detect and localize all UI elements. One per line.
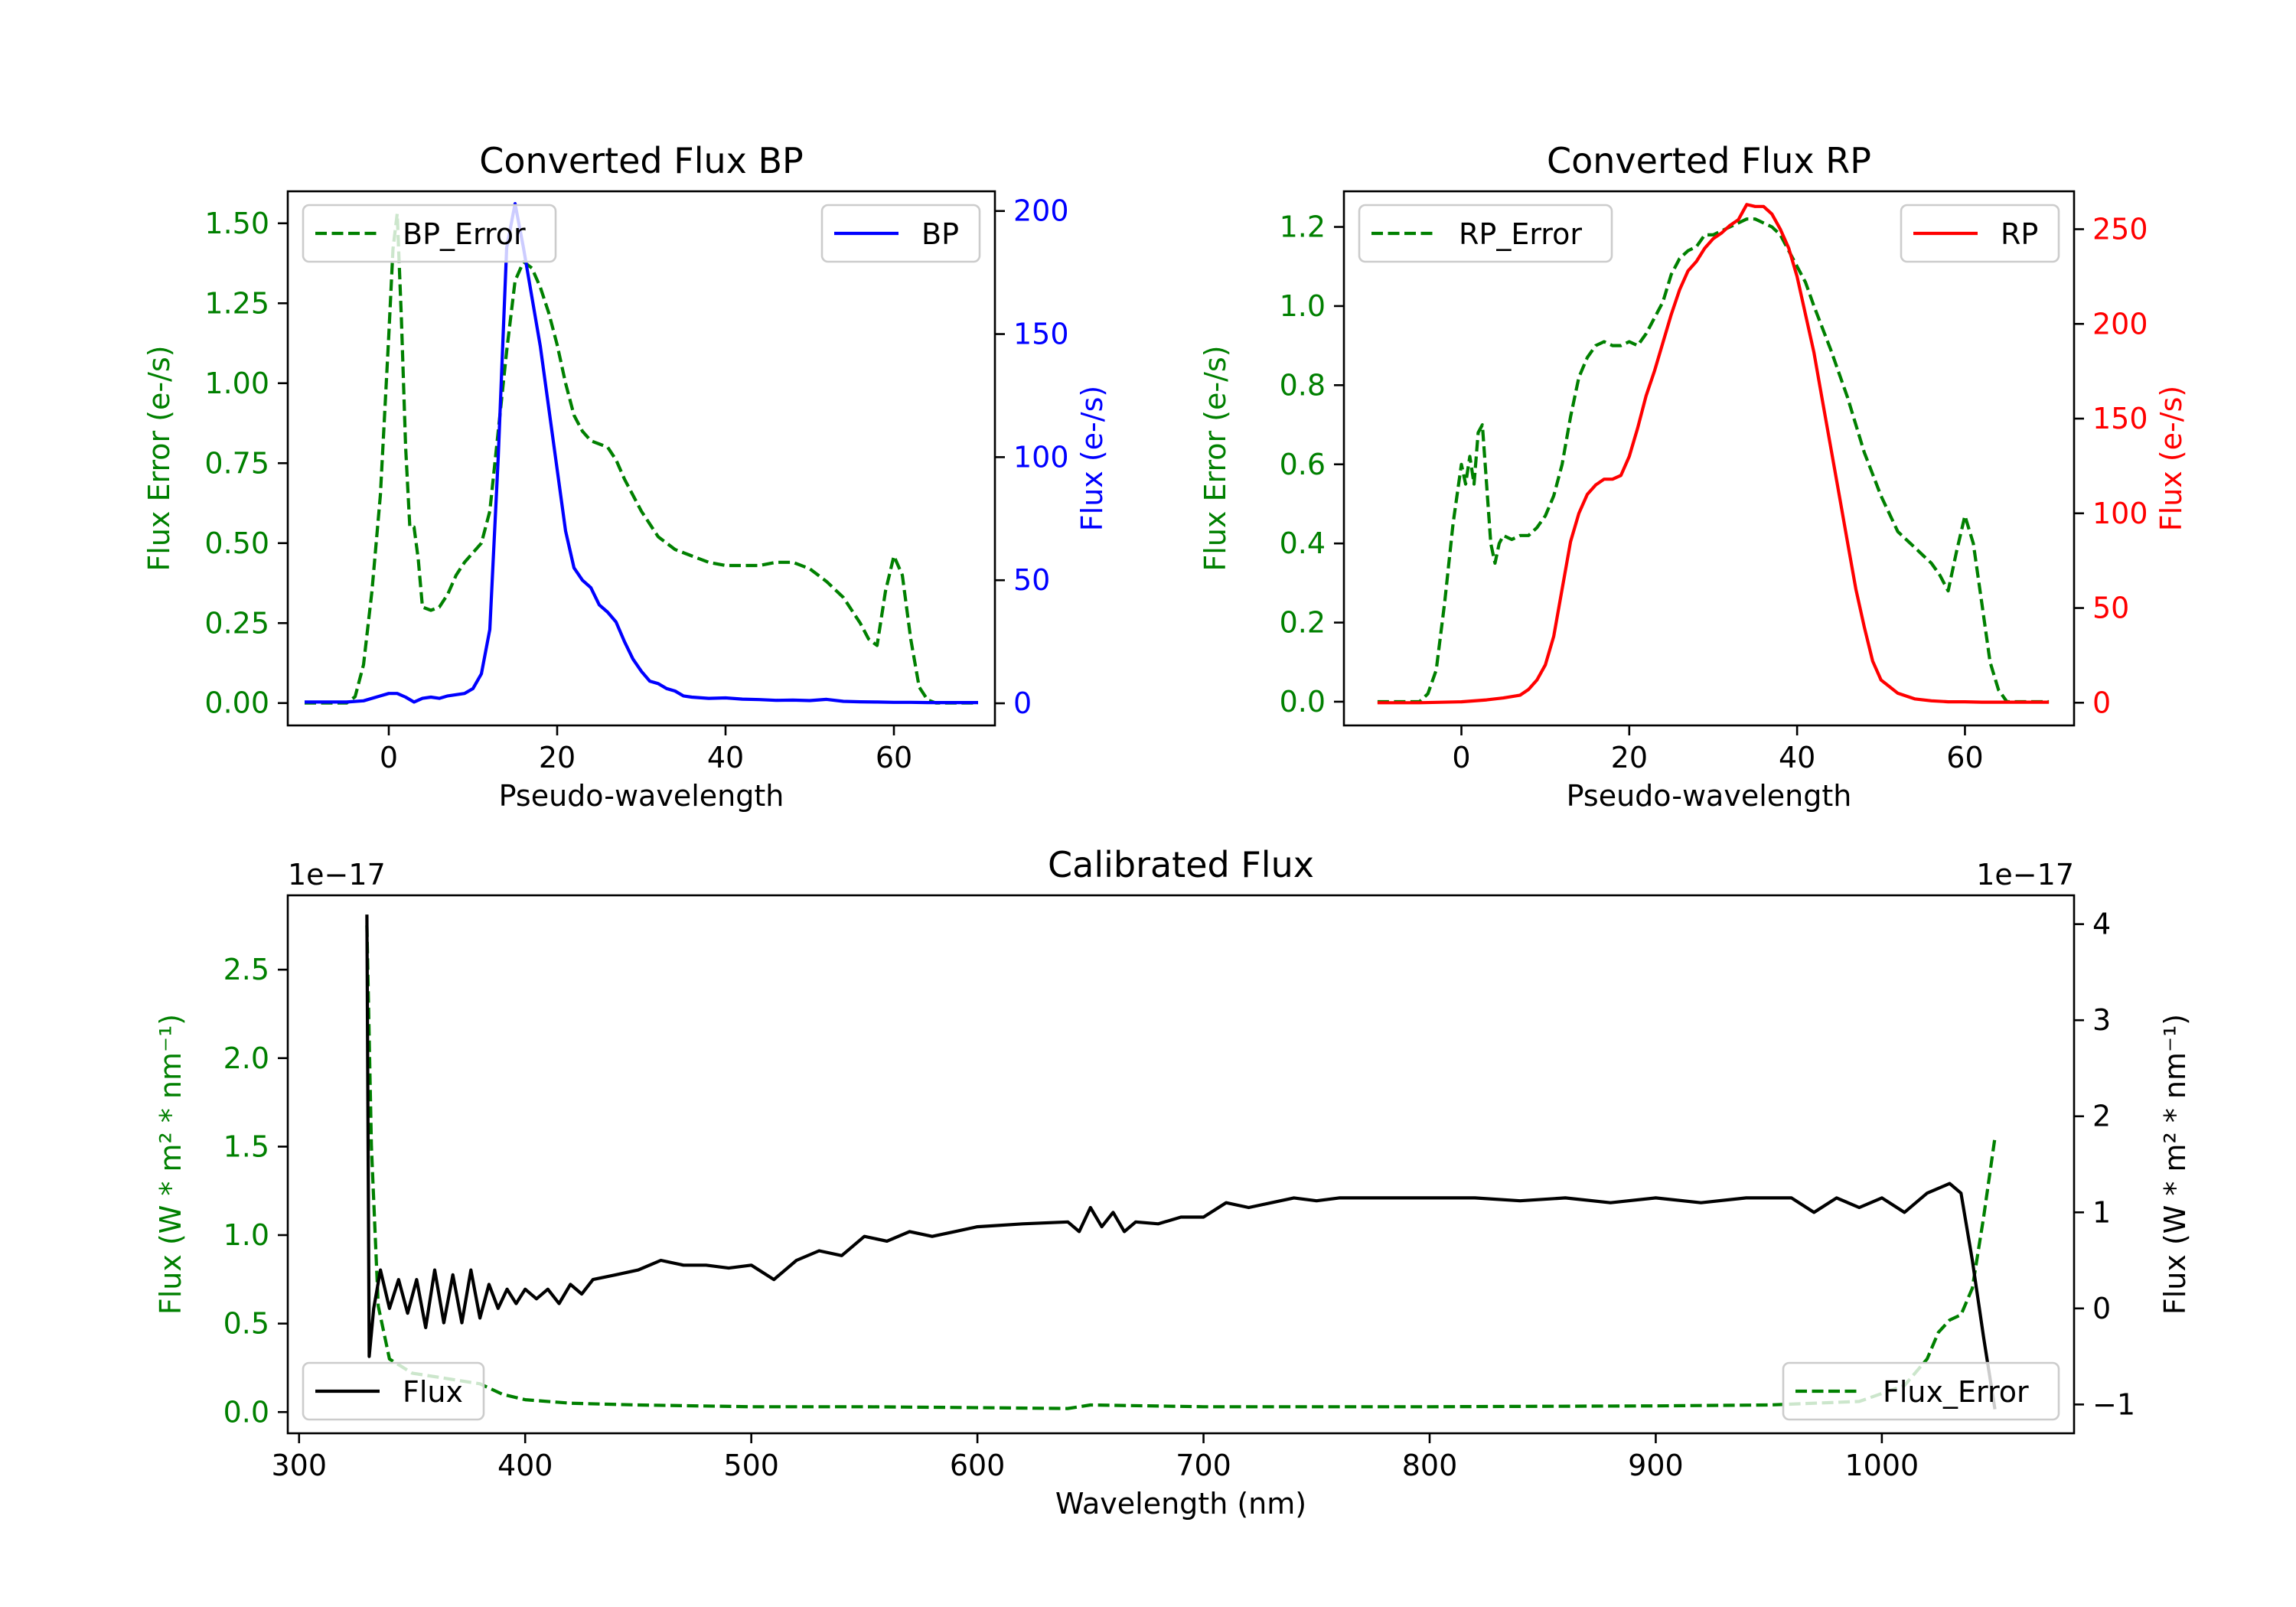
rp-y-left-label: Flux Error (e-/s) — [1199, 345, 1232, 571]
cal-y-left-tick-label: 2.5 — [223, 953, 269, 986]
cal-offset-right: 1e−17 — [1976, 858, 2074, 892]
rp-x-tick-label: 60 — [1946, 741, 1983, 774]
legend-label: BP — [921, 217, 959, 251]
bp-x-tick-label: 20 — [539, 741, 576, 774]
rp-y-left-tick-label: 0.0 — [1280, 685, 1326, 719]
cal-y-left-tick-label: 0.5 — [223, 1307, 269, 1341]
cal-y-right-tick-label: 0 — [2092, 1292, 2111, 1325]
bp-y-left-label: Flux Error (e-/s) — [142, 345, 176, 571]
bp-y-left-tick-label: 0.75 — [204, 446, 269, 480]
rp-y-right-label: Flux (e-/s) — [2154, 386, 2188, 531]
cal-x-tick-label: 400 — [497, 1449, 553, 1482]
rp-axes-frame — [1342, 190, 2076, 727]
cal-legend-flux-error: Flux_Error — [1782, 1361, 2060, 1421]
rp-series-rp-error — [1377, 217, 2050, 704]
rp-y-right-tick-label: 0 — [2092, 686, 2111, 719]
rp-series-rp — [1377, 203, 2050, 705]
rp-x-tick-label: 40 — [1779, 741, 1815, 774]
rp-y-right-tick-label: 200 — [2092, 307, 2148, 341]
bp-series-bp-error — [305, 212, 978, 705]
rp-y-left-tick-label: 0.4 — [1280, 526, 1326, 560]
cal-axes-frame — [286, 894, 2076, 1435]
bp-title: Converted Flux BP — [479, 140, 804, 181]
legend-label: RP_Error — [1459, 217, 1582, 251]
cal-y-right-tick-label: −1 — [2092, 1387, 2135, 1421]
cal-y-right-tick-label: 4 — [2092, 908, 2111, 941]
rp-y-right-tick-label: 250 — [2092, 213, 2148, 246]
bp-x-tick-label: 40 — [707, 741, 744, 774]
rp-y-left-tick-label: 0.6 — [1280, 448, 1326, 481]
bp-y-right-label: Flux (e-/s) — [1075, 386, 1109, 531]
cal-x-tick-label: 800 — [1402, 1449, 1458, 1482]
legend-label: BP_Error — [403, 217, 526, 251]
bp-y-right-tick-label: 0 — [1013, 686, 1032, 720]
bp-legend-bp-error: BP_Error — [302, 204, 557, 263]
rp-legend-rp: RP — [1900, 204, 2060, 263]
rp-y-right-tick-label: 100 — [2092, 497, 2148, 530]
cal-y-right-tick-label: 3 — [2092, 1003, 2111, 1037]
cal-series-flux-error — [365, 925, 1997, 1410]
bp-y-left-tick-label: 0.25 — [204, 606, 269, 640]
bp-series-bp — [305, 202, 978, 705]
bp-y-left-tick-label: 0.00 — [204, 686, 269, 720]
bp-x-label: Pseudo-wavelength — [499, 779, 784, 813]
cal-x-tick-label: 500 — [723, 1449, 779, 1482]
cal-y-left-tick-label: 1.0 — [223, 1218, 269, 1252]
bp-legend-bp: BP — [820, 204, 981, 263]
rp-title: Converted Flux RP — [1547, 140, 1871, 181]
cal-x-tick-label: 600 — [950, 1449, 1006, 1482]
cal-y-right-tick-label: 1 — [2092, 1195, 2111, 1229]
rp-y-left-tick-label: 1.2 — [1280, 210, 1326, 244]
legend-box — [1358, 204, 1613, 263]
legend-box — [820, 204, 981, 263]
bp-y-left-tick-label: 1.50 — [204, 207, 269, 240]
cal-y-left-tick-label: 2.0 — [223, 1041, 269, 1075]
bp-y-left-tick-label: 1.25 — [204, 286, 269, 320]
rp-panel: 0 20 40 60 0.0 0.2 0.4 0.6 0.8 1.0 1.2 0 50 100 150 200… — [1199, 140, 2188, 813]
rp-y-left-tick-label: 1.0 — [1280, 289, 1326, 323]
rp-y-right-tick-label: 150 — [2092, 402, 2148, 435]
rp-y-left-tick-label: 0.2 — [1280, 606, 1326, 640]
cal-x-tick-label: 1000 — [1845, 1449, 1919, 1482]
legend-box — [1900, 204, 2060, 263]
rp-x-label: Pseudo-wavelength — [1567, 779, 1852, 813]
cal-y-left-tick-label: 0.0 — [223, 1395, 269, 1429]
legend-box — [1782, 1361, 2060, 1421]
rp-x-tick-label: 20 — [1611, 741, 1648, 774]
cal-title: Calibrated Flux — [1048, 844, 1314, 885]
cal-series-flux — [365, 914, 1997, 1410]
bp-y-right-tick-label: 100 — [1013, 440, 1069, 474]
bp-x-tick-label: 0 — [380, 741, 398, 774]
bp-x-tick-label: 60 — [876, 741, 912, 774]
cal-y-right-tick-label: 2 — [2092, 1100, 2111, 1133]
bp-axes-frame — [286, 190, 996, 727]
cal-x-tick-label: 300 — [272, 1449, 328, 1482]
legend-box — [302, 204, 557, 263]
cal-offset-left: 1e−17 — [288, 858, 386, 892]
rp-x-tick-label: 0 — [1452, 741, 1470, 774]
cal-x-tick-label: 700 — [1176, 1449, 1231, 1482]
bp-y-left-tick-label: 1.00 — [204, 367, 269, 400]
legend-label: RP — [2001, 217, 2038, 251]
cal-y-left-label: Flux (W * m² * nm⁻¹) — [154, 1014, 188, 1315]
cal-x-tick-label: 900 — [1628, 1449, 1684, 1482]
bp-y-right-tick-label: 50 — [1013, 563, 1050, 597]
bp-y-left-tick-label: 0.50 — [204, 526, 269, 560]
cal-y-right-label: Flux (W * m² * nm⁻¹) — [2158, 1014, 2192, 1315]
legend-label: Flux — [403, 1375, 463, 1409]
rp-y-right-tick-label: 50 — [2092, 592, 2129, 625]
cal-panel: 300 400 500 600 700 800 900 1000 0.0 0.5 1.0 1.5 2.0… — [154, 844, 2192, 1521]
legend-box — [302, 1361, 485, 1421]
legend-label: Flux_Error — [1883, 1375, 2029, 1409]
rp-legend-rp-error: RP_Error — [1358, 204, 1613, 263]
cal-legend-flux: Flux — [302, 1361, 485, 1421]
rp-y-left-tick-label: 0.8 — [1280, 368, 1326, 402]
cal-y-left-tick-label: 1.5 — [223, 1129, 269, 1163]
bp-panel: 0 20 40 60 0.00 0.25 0.50 0.75 1.00 1.25 1.50 0 50 10… — [142, 140, 1109, 813]
bp-y-right-tick-label: 150 — [1013, 318, 1069, 351]
cal-x-label: Wavelength (nm) — [1055, 1487, 1306, 1521]
bp-y-right-tick-label: 200 — [1013, 194, 1069, 228]
